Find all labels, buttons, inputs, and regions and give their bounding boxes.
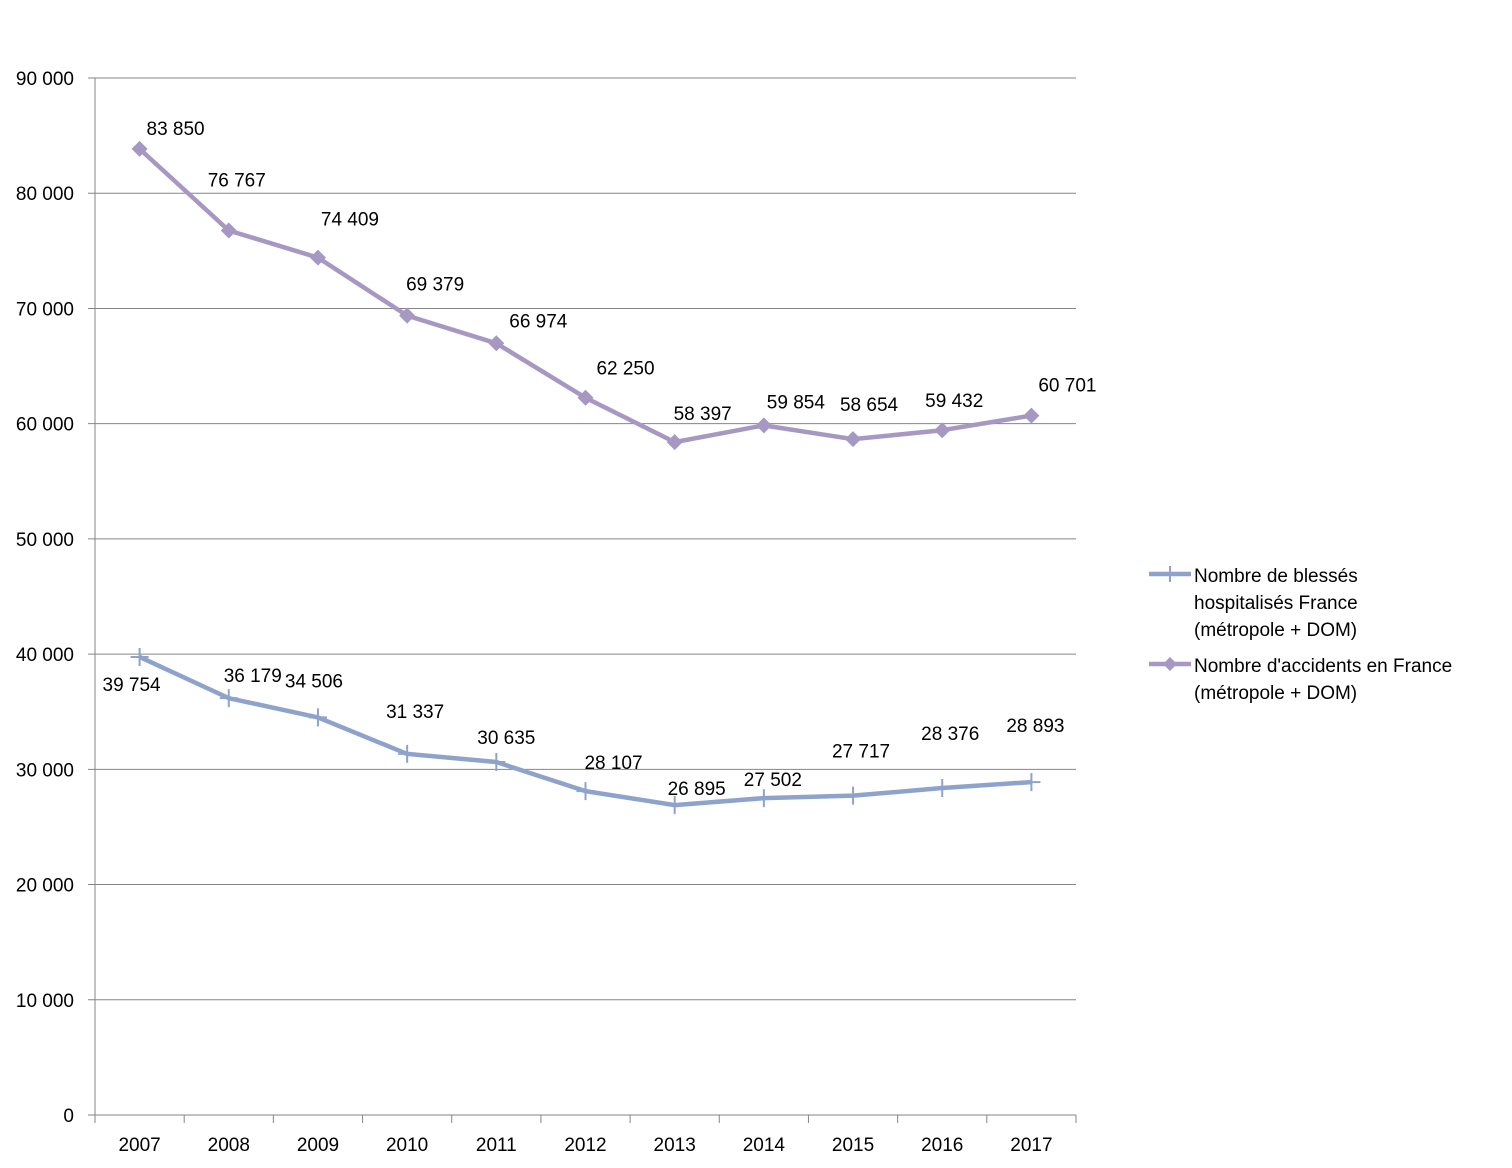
legend-diamond-icon [1163,657,1177,671]
data-point-diamond [1023,407,1040,424]
data-point-diamond [666,434,683,451]
data-label: 76 767 [208,170,266,191]
data-point-diamond [845,431,862,448]
series-group [130,140,1041,815]
data-label: 28 376 [921,724,979,745]
data-point-diamond [399,307,416,324]
x-tick-label: 2012 [564,1135,606,1156]
data-point-diamond [220,222,237,239]
x-tick-label: 2015 [832,1135,874,1156]
y-tick-label: 20 000 [16,876,74,897]
y-tick-label: 10 000 [16,991,74,1012]
data-label: 28 107 [584,753,642,774]
data-label: 62 250 [596,359,654,380]
y-tick-label: 70 000 [16,299,74,320]
data-point-plus [308,708,327,727]
data-point-plus [1022,773,1041,792]
data-point-diamond [131,140,148,157]
axes [94,78,1077,1123]
data-point-plus [576,782,595,801]
legend-label: Nombre d'accidents en France [1194,656,1452,677]
data-label: 83 850 [147,119,205,140]
x-tick-label: 2013 [654,1135,696,1156]
data-point-plus [398,744,417,763]
data-label: 60 701 [1038,376,1096,397]
data-point-plus [219,689,238,708]
data-point-diamond [577,389,594,406]
data-label: 31 337 [386,702,444,723]
data-label: 28 893 [1006,716,1064,737]
y-tick-label: 40 000 [16,645,74,666]
data-point-plus [665,796,684,815]
data-point-plus [754,789,773,808]
data-point-diamond [309,249,326,266]
y-tick-label: 50 000 [16,530,74,551]
data-label: 36 179 [224,666,282,687]
y-tick-label: 0 [63,1106,74,1127]
x-tick-label: 2011 [476,1135,517,1156]
data-label: 27 717 [832,742,890,763]
gridlines [88,77,1076,1116]
y-axis-ticks: 0 10 000 20 000 30 000 40 000 50 000 60 000 70 … [16,69,74,1127]
x-tick-label: 2014 [743,1135,786,1156]
data-label: 66 974 [509,311,568,332]
legend-label: hospitalisés France [1194,593,1358,614]
x-tick-label: 2007 [118,1135,160,1156]
data-label: 58 654 [840,395,899,416]
data-point-diamond [488,335,505,352]
legend-label: Nombre de blessés [1194,566,1358,587]
data-labels: 39 754 36 179 34 506 31 337 30 635 28 107 26 8… [103,119,1097,800]
data-point-diamond [934,422,951,439]
legend: Nombre de blessés hospitalisés France (mét… [1149,566,1452,704]
x-tick-label: 2010 [386,1135,428,1156]
x-tick-label: 2009 [297,1135,339,1156]
data-label: 59 432 [925,391,983,412]
data-point-diamond [755,417,772,434]
data-label: 34 506 [285,671,343,692]
data-label: 69 379 [406,275,464,296]
x-tick-label: 2016 [921,1135,963,1156]
data-label: 74 409 [321,210,379,231]
y-tick-label: 90 000 [16,69,74,90]
data-point-plus [844,786,863,805]
legend-label: (métropole + DOM) [1194,683,1357,704]
y-tick-label: 30 000 [16,760,74,781]
data-label: 27 502 [744,770,802,791]
data-label: 39 754 [103,675,162,696]
data-point-plus [487,753,506,772]
data-point-plus [130,647,149,666]
x-tick-label: 2017 [1010,1135,1052,1156]
data-label: 30 635 [477,728,535,749]
x-axis-ticks: 2007 2008 2009 2010 2011 2012 2013 2014 2015 2016… [118,1135,1052,1156]
legend-label: (métropole + DOM) [1194,620,1357,641]
y-tick-label: 60 000 [16,415,74,436]
data-label: 26 895 [668,779,726,800]
data-label: 58 397 [674,404,732,425]
x-tick-label: 2008 [208,1135,250,1156]
data-label: 59 854 [767,392,826,413]
y-tick-label: 80 000 [16,184,74,205]
data-point-plus [933,779,952,798]
